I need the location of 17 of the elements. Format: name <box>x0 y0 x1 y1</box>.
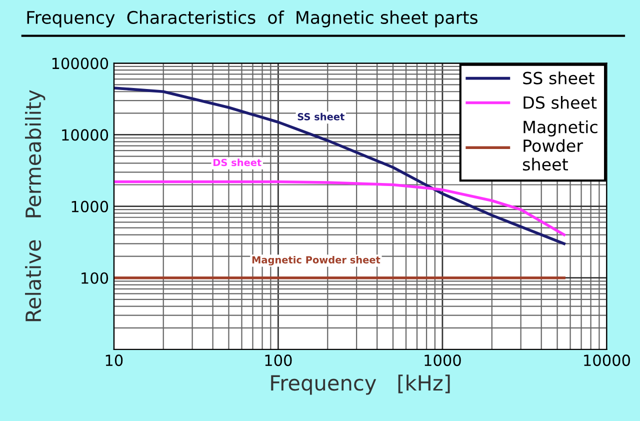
x-tick-label: 10000 <box>584 354 630 366</box>
x-tick-label: 10 <box>106 354 123 366</box>
legend-label: DS sheet <box>524 96 597 109</box>
chart-title: Frequency Characteristics of Magnetic sheet parts <box>27 10 478 28</box>
annotation: Magnetic Powder sheet <box>252 256 380 266</box>
y-axis-title: Relative Permeability <box>25 90 46 322</box>
annotation: DS sheet <box>214 158 262 166</box>
x-axis-title: Frequency [kHz] <box>271 374 450 395</box>
y-tick-label: 100000 <box>52 58 108 70</box>
legend-label: Magnetic Powder sheet <box>522 120 598 171</box>
y-tick-label: 100 <box>82 272 108 284</box>
x-tick-label: 100 <box>265 354 292 366</box>
y-tick-label: 1000 <box>72 200 108 212</box>
x-tick-label: 1000 <box>424 354 461 366</box>
annotation: SS sheet <box>298 112 344 120</box>
y-tick-label: 10000 <box>62 129 108 141</box>
legend-label: SS sheet <box>523 71 594 84</box>
